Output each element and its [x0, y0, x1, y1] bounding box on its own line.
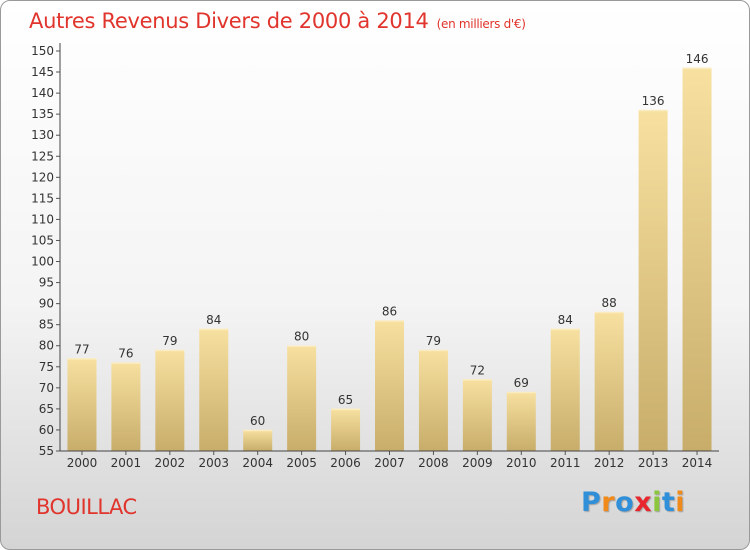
bar [682, 67, 712, 451]
x-tick-label: 2013 [638, 456, 669, 470]
bar [155, 349, 185, 451]
bar-value-label: 79 [162, 334, 177, 348]
bar-value-label: 86 [382, 304, 397, 318]
y-tick-label: 75 [39, 360, 54, 374]
logo-letter: i [675, 487, 686, 518]
logo-letter: o [615, 487, 635, 518]
x-tick-label: 2006 [330, 456, 361, 470]
bar-value-label: 84 [206, 313, 221, 327]
y-tick-label: 70 [39, 381, 54, 395]
y-tick-label: 140 [31, 86, 54, 100]
y-tick-label: 80 [39, 339, 54, 353]
bar-value-label: 69 [514, 376, 529, 390]
y-tick-label: 130 [31, 128, 54, 142]
bar-value-label: 76 [118, 347, 133, 361]
y-tick-label: 120 [31, 170, 54, 184]
bar [199, 328, 229, 451]
y-tick-label: 95 [39, 276, 54, 290]
logo-letter: t [661, 487, 676, 518]
bar [594, 312, 624, 451]
x-tick-label: 2007 [374, 456, 405, 470]
proxiti-logo: Proxiti [581, 487, 685, 518]
bar-value-label: 136 [642, 94, 665, 108]
bar [462, 379, 492, 451]
x-tick-label: 2005 [286, 456, 317, 470]
logo-letter: r [601, 487, 616, 518]
y-tick-label: 125 [31, 149, 54, 163]
y-tick-label: 90 [39, 297, 54, 311]
x-tick-label: 2004 [242, 456, 273, 470]
bar-value-label: 60 [250, 414, 265, 428]
chart-title-text: Autres Revenus Divers de 2000 à 2014 [29, 9, 429, 33]
bar [375, 320, 404, 451]
commune-name: BOUILLAC [36, 495, 137, 519]
bar-value-label: 77 [74, 342, 89, 356]
x-tick-label: 2010 [506, 456, 537, 470]
bar [418, 349, 448, 451]
bar-value-label: 84 [558, 313, 573, 327]
bar-value-label: 72 [470, 363, 485, 377]
chart-subtitle: (en milliers d'€) [436, 17, 526, 31]
bar [331, 408, 361, 451]
x-tick-label: 2003 [198, 456, 229, 470]
y-tick-label: 55 [39, 444, 54, 458]
y-tick-label: 65 [39, 402, 54, 416]
bar [287, 345, 317, 451]
y-tick-label: 115 [31, 191, 54, 205]
x-tick-label: 2009 [462, 456, 493, 470]
bar-value-label: 88 [602, 296, 617, 310]
x-tick-label: 2014 [682, 456, 713, 470]
y-tick-label: 145 [31, 65, 54, 79]
x-tick-label: 2011 [550, 456, 581, 470]
bar [506, 392, 536, 451]
logo-letter: i [652, 487, 662, 518]
x-tick-label: 2012 [594, 456, 625, 470]
bar [111, 362, 141, 451]
chart-title: Autres Revenus Divers de 2000 à 2014 (en … [29, 9, 526, 33]
y-tick-label: 85 [39, 318, 54, 332]
y-tick-label: 100 [31, 255, 54, 269]
bar-value-label: 79 [426, 334, 441, 348]
y-tick-label: 110 [31, 212, 54, 226]
logo-letter: P [581, 487, 602, 518]
x-tick-label: 2001 [111, 456, 142, 470]
bar-value-label: 80 [294, 330, 309, 344]
y-tick-label: 150 [31, 44, 54, 58]
y-tick-label: 135 [31, 107, 54, 121]
bar [550, 328, 580, 451]
bar-value-label: 146 [686, 52, 709, 66]
x-tick-label: 2008 [418, 456, 449, 470]
bar [243, 429, 273, 451]
x-tick-label: 2000 [67, 456, 98, 470]
y-tick-label: 105 [31, 233, 54, 247]
x-tick-label: 2002 [155, 456, 186, 470]
logo-letter: x [634, 487, 653, 518]
bar [638, 109, 668, 452]
y-tick-label: 60 [39, 423, 54, 437]
bar-value-label: 65 [338, 393, 353, 407]
bar [67, 358, 97, 451]
